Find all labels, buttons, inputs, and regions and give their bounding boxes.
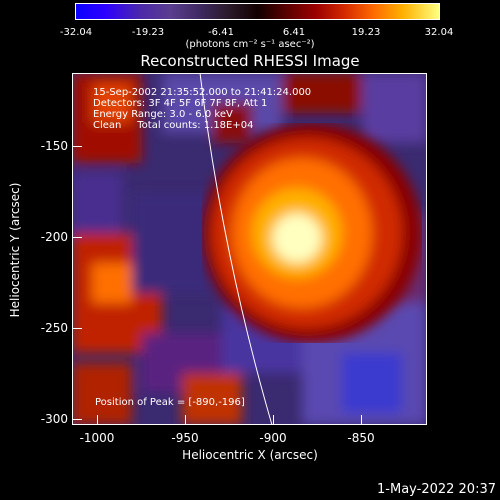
detectors-info: Detectors: 3F 4F 5F 6F 7F 8F, Att 1 [93,98,268,109]
colorbar-tick-label: 19.23 [351,27,381,38]
x-tick-mark [185,415,186,425]
colorbar-tick-label: 32.04 [424,27,454,38]
peak-position: Position of Peak = [-890,-196] [95,397,245,408]
colorbar-units: (photons cm⁻² s⁻¹ asec⁻²) [185,39,315,50]
generation-date: 1-May-2022 20:37 [377,482,496,497]
energy-range: Energy Range: 3.0 - 6.0 keV [93,109,233,120]
colorbar-tick-label: -19.23 [131,27,165,38]
observation-time: 15-Sep-2002 21:35:52.000 to 21:41:24.000 [93,87,312,98]
y-axis-label: Heliocentric Y (arcsec) [8,182,22,318]
x-tick-mark [97,415,98,425]
x-tick-label: -900 [259,431,287,445]
y-tick-label: -250 [40,321,68,335]
x-tick-mark [273,415,274,425]
y-tick-label: -300 [40,412,68,426]
clean-counts: Clean Total counts: 1.18E+04 [93,120,254,131]
x-tick-mark [361,415,362,425]
y-tick-label: -200 [40,230,68,244]
x-axis-label: Heliocentric X (arcsec) [182,448,318,462]
image-title: Reconstructed RHESSI Image [140,52,360,70]
y-tick-mark [72,419,82,420]
y-tick-mark [72,237,82,238]
colorbar-tick-label: -32.04 [59,27,93,38]
x-tick-label: -950 [171,431,199,445]
y-tick-label: -150 [40,139,68,153]
rhessi-image [72,73,427,425]
solar-limb-line [199,73,273,425]
x-tick-label: -850 [347,431,375,445]
flare-source [202,123,422,343]
x-tick-label: -1000 [79,431,115,445]
colorbar [75,3,440,20]
colorbar-tick-label: -6.41 [208,27,234,38]
y-tick-mark [72,146,82,147]
colorbar-tick-label: 6.41 [282,27,306,38]
emission-blobs [72,73,427,425]
rhessi-image-svg [72,73,427,425]
y-tick-mark [72,328,82,329]
